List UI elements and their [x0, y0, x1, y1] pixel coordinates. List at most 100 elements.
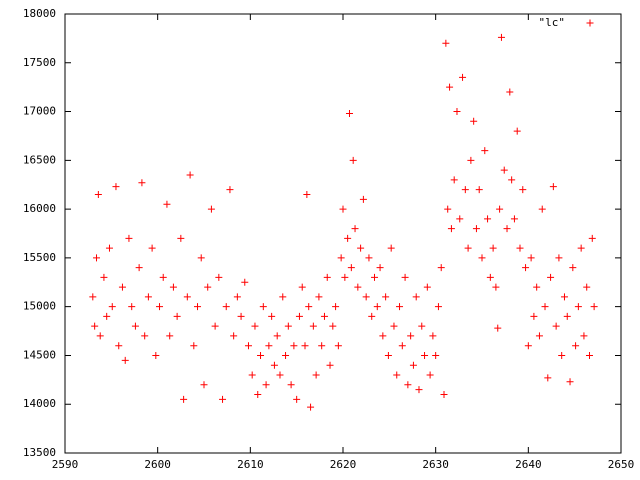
- data-point: [376, 264, 384, 272]
- data-point: [560, 293, 568, 301]
- data-point: [293, 395, 301, 403]
- data-point: [538, 205, 546, 213]
- data-point: [547, 273, 555, 281]
- data-point: [138, 179, 146, 187]
- data-point: [345, 110, 353, 118]
- data-point: [486, 273, 494, 281]
- data-point: [254, 390, 262, 398]
- data-point: [373, 303, 381, 311]
- data-point: [334, 342, 342, 350]
- data-point: [163, 200, 171, 208]
- data-point: [510, 215, 518, 223]
- data-point: [544, 374, 552, 382]
- data-point: [434, 303, 442, 311]
- x-tick-label: 2640: [515, 458, 542, 471]
- data-point: [496, 205, 504, 213]
- data-point: [450, 176, 458, 184]
- data-point: [344, 234, 352, 242]
- y-tick-label: 17000: [23, 105, 56, 118]
- data-point: [173, 312, 181, 320]
- x-tick-label: 2650: [608, 458, 635, 471]
- y-tick-label: 15500: [23, 251, 56, 264]
- data-point: [128, 303, 136, 311]
- y-tick-label: 17500: [23, 56, 56, 69]
- data-point: [459, 73, 467, 81]
- data-point: [180, 395, 188, 403]
- data-point: [426, 371, 434, 379]
- data-point: [219, 395, 227, 403]
- data-point: [323, 273, 331, 281]
- data-point: [555, 254, 563, 262]
- data-point: [112, 183, 120, 191]
- data-point: [497, 33, 505, 41]
- data-point: [233, 293, 241, 301]
- data-point: [318, 342, 326, 350]
- y-tick-label: 14500: [23, 348, 56, 361]
- y-tick-label: 15000: [23, 300, 56, 313]
- data-point: [577, 244, 585, 252]
- data-point: [305, 303, 313, 311]
- data-point: [423, 283, 431, 291]
- data-point: [535, 332, 543, 340]
- data-point: [287, 381, 295, 389]
- data-point: [432, 351, 440, 359]
- data-point: [118, 283, 126, 291]
- data-point: [284, 322, 292, 330]
- data-point: [222, 303, 230, 311]
- data-point: [190, 342, 198, 350]
- data-point: [241, 278, 249, 286]
- data-point: [569, 264, 577, 272]
- data-point: [470, 117, 478, 125]
- data-point: [329, 322, 337, 330]
- data-point: [522, 264, 530, 272]
- data-point: [141, 332, 149, 340]
- data-point: [396, 303, 404, 311]
- data-point: [91, 322, 99, 330]
- data-point: [197, 254, 205, 262]
- data-point: [268, 312, 276, 320]
- data-point: [144, 293, 152, 301]
- data-point: [307, 403, 315, 411]
- data-point: [362, 293, 370, 301]
- data-point: [357, 244, 365, 252]
- data-point: [166, 332, 174, 340]
- y-tick-label: 16000: [23, 202, 56, 215]
- data-point: [475, 186, 483, 194]
- data-point: [230, 332, 238, 340]
- data-point: [276, 371, 284, 379]
- data-point: [295, 312, 303, 320]
- data-point: [326, 361, 334, 369]
- data-point: [519, 186, 527, 194]
- data-point: [429, 332, 437, 340]
- data-point: [148, 244, 156, 252]
- data-point: [404, 381, 412, 389]
- data-point: [398, 342, 406, 350]
- data-point: [125, 234, 133, 242]
- data-point: [418, 322, 426, 330]
- data-point: [131, 322, 139, 330]
- data-point: [259, 303, 267, 311]
- data-point: [365, 254, 373, 262]
- data-point: [368, 312, 376, 320]
- data-point: [481, 147, 489, 155]
- x-tick-label: 2590: [52, 458, 79, 471]
- data-point: [393, 371, 401, 379]
- data-point: [211, 322, 219, 330]
- data-point: [309, 322, 317, 330]
- y-tick-label: 14000: [23, 397, 56, 410]
- data-point: [421, 351, 429, 359]
- plot-frame: [64, 13, 622, 454]
- data-point: [541, 303, 549, 311]
- data-point: [303, 190, 311, 198]
- data-point: [574, 303, 582, 311]
- data-point: [467, 156, 475, 164]
- data-point: [572, 342, 580, 350]
- data-point: [94, 190, 102, 198]
- data-point: [341, 273, 349, 281]
- data-point: [244, 342, 252, 350]
- data-point: [315, 293, 323, 301]
- data-point: [533, 283, 541, 291]
- data-point: [478, 254, 486, 262]
- data-point: [446, 83, 454, 91]
